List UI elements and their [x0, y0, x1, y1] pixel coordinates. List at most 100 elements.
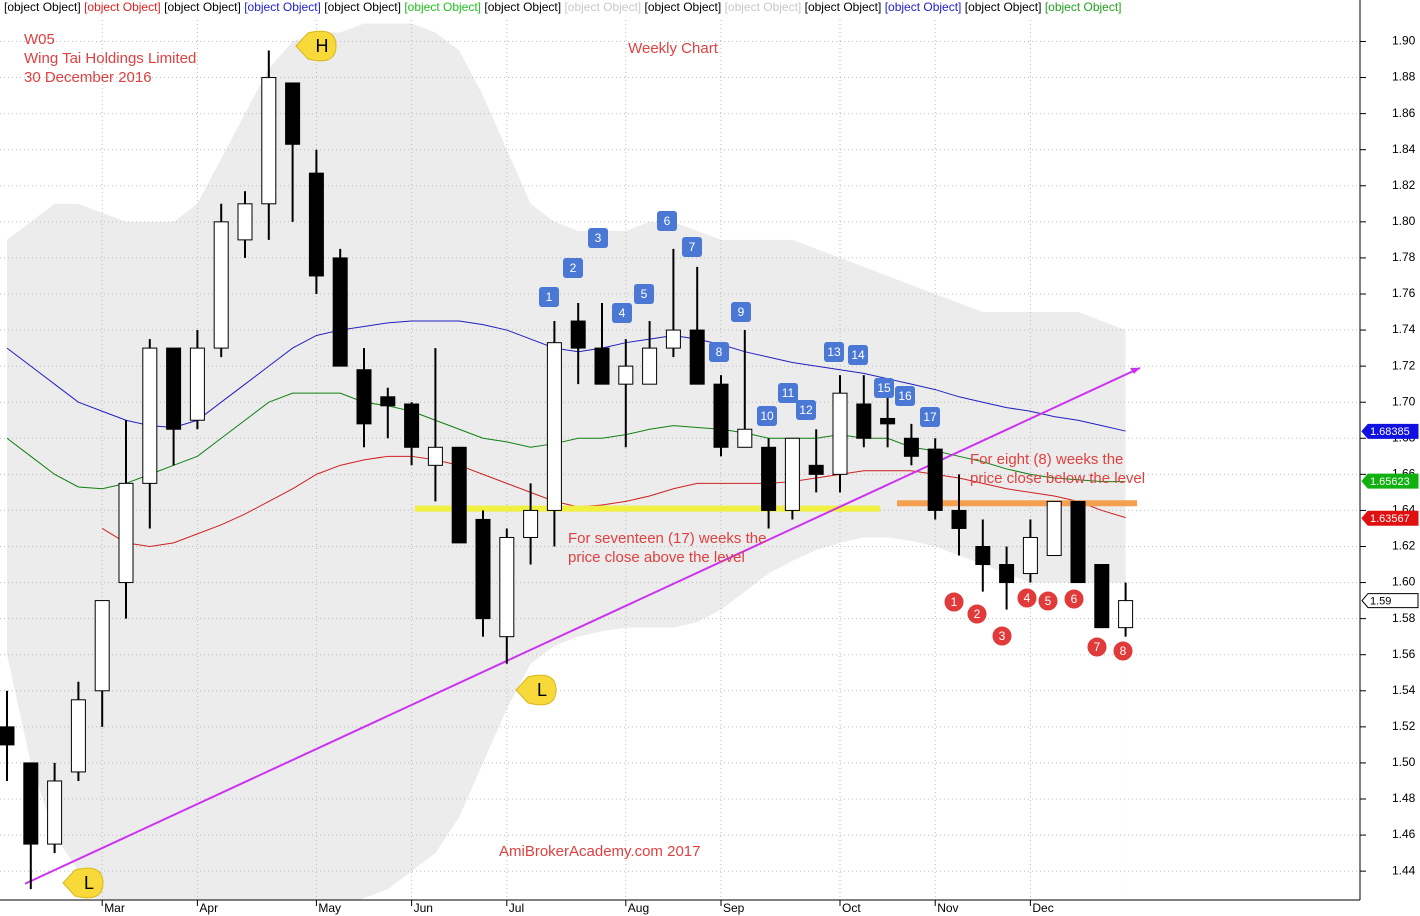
- blue-marker-label: 4: [619, 306, 626, 320]
- title-line: 30 December 2016: [24, 69, 152, 86]
- price-tag: [1361, 593, 1419, 609]
- swing-marker: [515, 674, 557, 706]
- band-area: [7, 537, 1126, 900]
- candle-body: [999, 564, 1015, 584]
- swing-marker: [295, 30, 337, 62]
- candle-body: [927, 448, 943, 511]
- red-marker-label: 1: [951, 595, 958, 609]
- candle-body: [951, 509, 967, 529]
- candle-body: [1118, 600, 1134, 629]
- red-marker: [966, 603, 988, 625]
- candle-body: [308, 172, 324, 277]
- title-line: Wing Tai Holdings Limited: [24, 50, 196, 67]
- x-tick-label: Nov: [937, 901, 958, 915]
- trend-line: [24, 367, 1141, 885]
- plot-area: [0, 18, 1360, 900]
- header-segment: [object Object]: [1045, 0, 1122, 14]
- price-tag-label: 1.63567: [1370, 513, 1410, 525]
- y-tick-label: 1.58: [1392, 611, 1416, 625]
- y-tick-label: 1.80: [1392, 214, 1416, 228]
- red-marker-label: 7: [1094, 640, 1101, 654]
- candle-body: [880, 417, 896, 425]
- price-tag-label: 1.59: [1370, 596, 1391, 608]
- price-tag: [1361, 423, 1419, 439]
- blue-marker-label: 3: [595, 231, 602, 245]
- candle-body: [1046, 500, 1062, 557]
- candle-body: [665, 329, 681, 349]
- y-tick-label: 1.60: [1392, 575, 1416, 589]
- candle-body: [142, 347, 158, 484]
- price-tag-label: 1.65623: [1370, 476, 1410, 488]
- candle-body: [332, 257, 348, 367]
- x-tick-label: Apr: [199, 901, 218, 915]
- x-tick-label: Jun: [414, 901, 433, 915]
- header: [object Object] [object Object] [object …: [4, 0, 1122, 14]
- red-marker: [1016, 587, 1038, 609]
- blue-marker: [709, 342, 729, 362]
- trend-arrow: [1130, 367, 1140, 374]
- candle-body: [237, 203, 253, 241]
- candle-body: [404, 403, 420, 448]
- y-tick-label: 1.78: [1392, 250, 1416, 264]
- red-marker-label: 5: [1045, 594, 1052, 608]
- red-marker-label: 8: [1120, 644, 1127, 658]
- y-tick-label: 1.88: [1392, 70, 1416, 84]
- candle-body: [118, 482, 134, 584]
- header-segment: [object Object]: [484, 0, 561, 14]
- y-tick-label: 1.76: [1392, 286, 1416, 300]
- blue-marker: [682, 237, 702, 257]
- header-segment: [object Object]: [885, 0, 962, 14]
- red-marker: [943, 591, 965, 613]
- y-tick-label: 1.90: [1392, 34, 1416, 48]
- blue-marker-label: 13: [827, 345, 841, 359]
- blue-marker: [612, 303, 632, 323]
- header-segment: [object Object]: [164, 0, 241, 14]
- candle-body: [380, 396, 396, 407]
- annotation: price close above the level: [568, 549, 745, 566]
- price-tag: [1361, 510, 1419, 526]
- blue-marker-label: 15: [877, 381, 891, 395]
- blue-marker-label: 8: [716, 345, 723, 359]
- header-segment: [object Object]: [84, 0, 161, 14]
- title-line: W05: [24, 31, 55, 48]
- candle-body: [356, 369, 372, 425]
- candle-body: [1070, 500, 1086, 584]
- blue-marker-label: 11: [782, 386, 795, 400]
- swing-marker-label: L: [537, 680, 547, 700]
- subtitle: Weekly Chart: [628, 40, 719, 57]
- annotation: For seventeen (17) weeks the: [568, 530, 766, 547]
- candle-body: [975, 545, 991, 566]
- price-tag-label: 1.68385: [1370, 426, 1410, 438]
- blue-marker-label: 17: [923, 410, 937, 424]
- candle-body: [808, 464, 824, 475]
- blue-marker: [824, 342, 844, 362]
- x-tick-label: Aug: [628, 901, 649, 915]
- blue-marker-label: 10: [760, 409, 774, 423]
- candle-body: [213, 221, 229, 349]
- x-tick-label: May: [318, 901, 341, 915]
- candle-body: [23, 762, 39, 845]
- blue-marker: [874, 378, 894, 398]
- blue-marker: [778, 383, 798, 403]
- y-tick-label: 1.82: [1392, 178, 1416, 192]
- red-marker: [1112, 640, 1134, 662]
- header-segment: [object Object]: [725, 0, 802, 14]
- blue-marker: [731, 302, 751, 322]
- candle-body: [427, 446, 443, 466]
- x-tick-label: Dec: [1032, 901, 1053, 915]
- candle-body: [903, 437, 919, 457]
- candle-body: [261, 77, 277, 205]
- blue-marker-label: 9: [738, 305, 745, 319]
- y-tick-label: 1.84: [1392, 142, 1416, 156]
- y-tick-label: 1.54: [1392, 683, 1416, 697]
- y-tick-label: 1.48: [1392, 791, 1416, 805]
- candle-body: [546, 342, 562, 511]
- candle-body: [594, 347, 610, 385]
- candle-body: [570, 320, 586, 349]
- red-marker: [991, 625, 1013, 647]
- candle-body: [1094, 564, 1110, 629]
- blue-marker: [563, 258, 583, 278]
- blue-marker-label: 16: [898, 389, 912, 403]
- blue-marker: [539, 287, 559, 307]
